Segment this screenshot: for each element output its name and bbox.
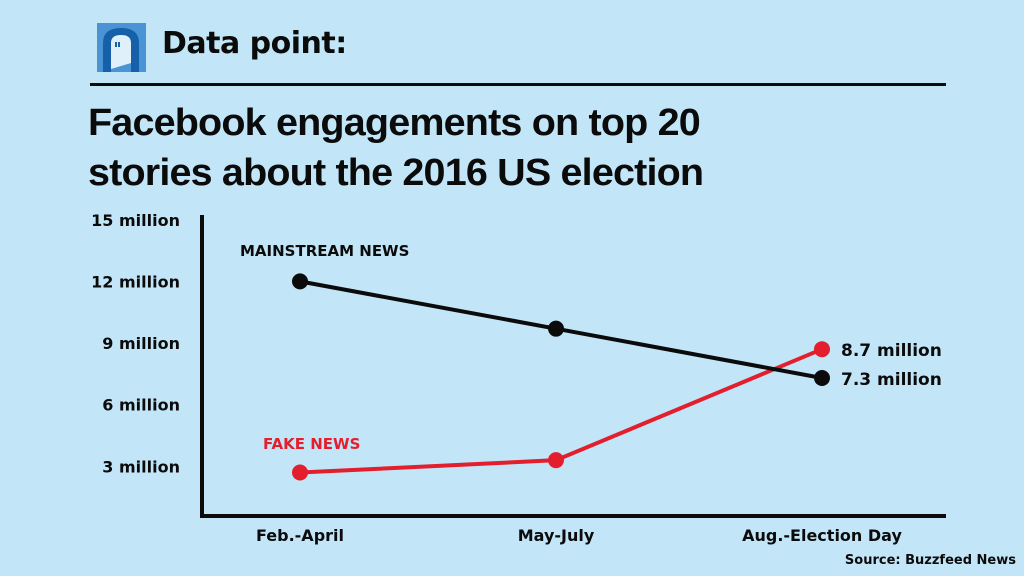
data-point [548,452,564,469]
data-point [292,273,308,290]
series-group: FAKE NEWS 8.7 million MAINSTREAM NEWS 7.3 m… [240,242,942,481]
series-mainstream-news: MAINSTREAM NEWS 7.3 million [240,242,942,390]
y-tick-label: 15 million [91,211,180,230]
logo-window-left [115,42,117,47]
source-note: Source: Buzzfeed News [844,553,1016,568]
chart-title-line-2: stories about the 2016 US election [88,152,704,194]
x-tick-label: Aug.-Election Day [742,526,902,545]
series-fake-news: FAKE NEWS 8.7 million [263,341,942,481]
y-tick-label: 6 million [102,396,180,415]
logo-arch [103,28,139,72]
data-point [814,341,830,358]
x-tick-label: May-July [518,526,595,545]
series-label: FAKE NEWS [263,435,360,453]
logo-window-right [118,42,120,47]
header-rule [90,83,946,86]
y-tick-label: 9 million [102,334,180,353]
chart-title-line-1: Facebook engagements on top 20 [88,102,701,144]
chart-title: Facebook engagements on top 20 stories a… [88,98,1003,198]
y-tick-label: 12 million [91,272,180,291]
kicker-label: Data point: [162,26,347,61]
data-point [548,320,564,337]
series-label: MAINSTREAM NEWS [240,242,409,260]
end-value-label: 8.7 million [841,341,942,361]
data-point [292,464,308,481]
end-value-label: 7.3 million [841,370,942,390]
x-axis-ticks: Feb.-April May-July Aug.-Election Day [256,526,902,545]
door-arch-icon [97,23,146,72]
y-tick-label: 3 million [102,457,180,476]
x-tick-label: Feb.-April [256,526,344,545]
y-axis-ticks: 3 million 6 million 9 million 12 million 15 … [91,211,180,477]
data-point [814,369,830,386]
